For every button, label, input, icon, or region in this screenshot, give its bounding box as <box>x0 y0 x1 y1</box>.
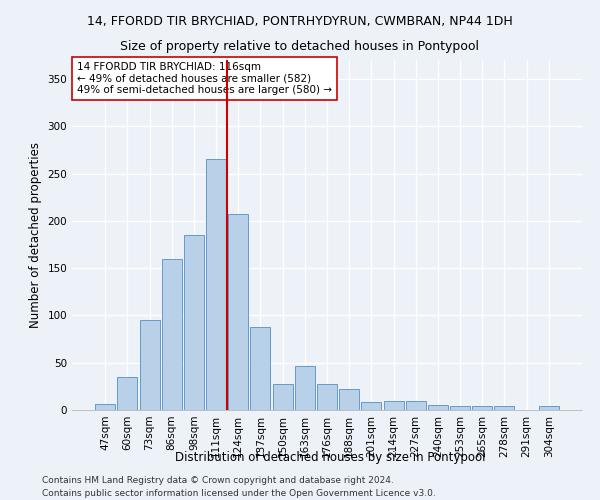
Text: Distribution of detached houses by size in Pontypool: Distribution of detached houses by size … <box>175 451 485 464</box>
Bar <box>250 327 271 410</box>
Bar <box>184 235 204 410</box>
Bar <box>472 406 492 410</box>
Bar <box>428 406 448 410</box>
Text: 14 FFORDD TIR BRYCHIAD: 116sqm
← 49% of detached houses are smaller (582)
49% of: 14 FFORDD TIR BRYCHIAD: 116sqm ← 49% of … <box>77 62 332 95</box>
Bar <box>450 406 470 410</box>
Bar <box>140 320 160 410</box>
Bar <box>494 406 514 410</box>
Bar <box>295 366 315 410</box>
Text: Contains HM Land Registry data © Crown copyright and database right 2024.: Contains HM Land Registry data © Crown c… <box>42 476 394 485</box>
Text: 14, FFORDD TIR BRYCHIAD, PONTRHYDYRUN, CWMBRAN, NP44 1DH: 14, FFORDD TIR BRYCHIAD, PONTRHYDYRUN, C… <box>87 15 513 28</box>
Text: Size of property relative to detached houses in Pontypool: Size of property relative to detached ho… <box>121 40 479 53</box>
Bar <box>206 160 226 410</box>
Y-axis label: Number of detached properties: Number of detached properties <box>29 142 42 328</box>
Bar <box>361 402 382 410</box>
Bar <box>95 404 115 410</box>
Text: Contains public sector information licensed under the Open Government Licence v3: Contains public sector information licen… <box>42 488 436 498</box>
Bar <box>228 214 248 410</box>
Bar <box>339 389 359 410</box>
Bar <box>406 402 426 410</box>
Bar <box>118 377 137 410</box>
Bar <box>383 402 404 410</box>
Bar <box>539 406 559 410</box>
Bar <box>162 258 182 410</box>
Bar <box>317 384 337 410</box>
Bar <box>272 384 293 410</box>
